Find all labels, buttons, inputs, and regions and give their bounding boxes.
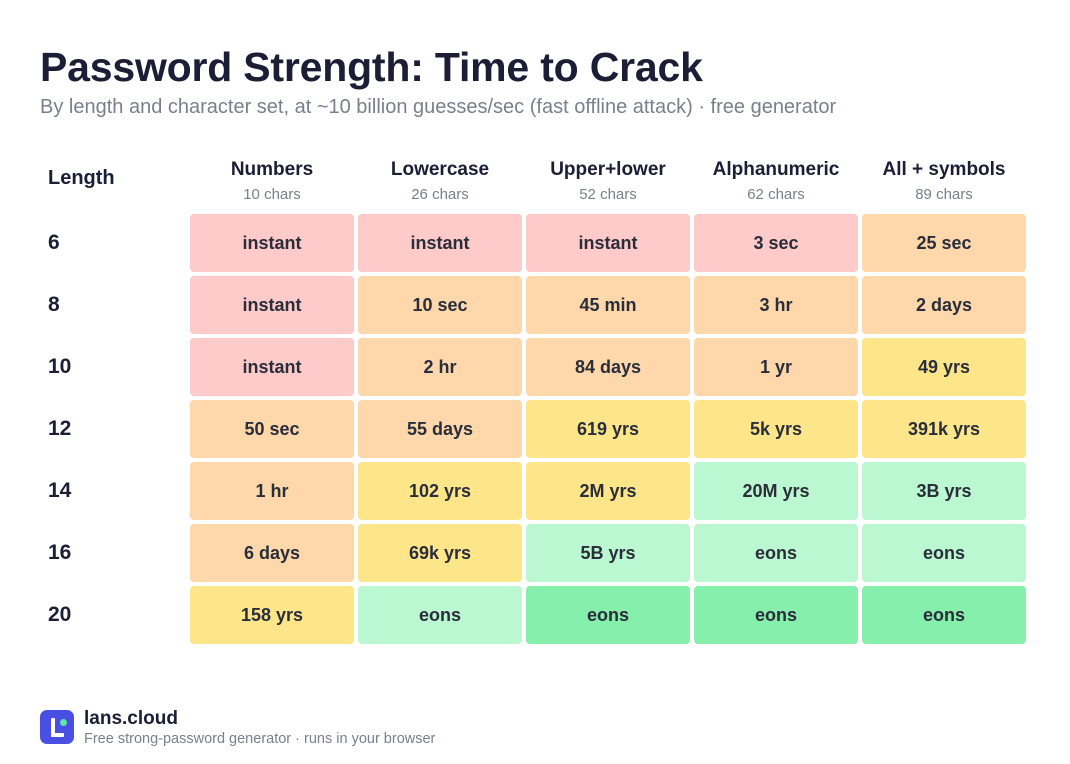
crack-time-cell: 1 hr <box>190 462 354 520</box>
crack-time-cell: 5B yrs <box>526 524 690 582</box>
crack-time-cell: instant <box>526 214 690 272</box>
footer-tagline: Free strong-password generator · runs in… <box>84 731 436 747</box>
column-name: Lowercase <box>390 159 490 180</box>
column-header: Lowercase 26 chars <box>358 158 522 206</box>
row-length-label: 14 <box>48 479 72 502</box>
column-header: Alphanumeric 62 chars <box>694 158 858 206</box>
column-charset-size: 89 chars <box>915 186 973 203</box>
column-name: Alphanumeric <box>712 159 840 180</box>
crack-time-cell: 50 sec <box>190 400 354 458</box>
column-name: Numbers <box>230 159 314 180</box>
crack-time-cell: eons <box>862 524 1026 582</box>
row-length-label: 12 <box>48 417 72 440</box>
crack-time-cell: instant <box>190 338 354 396</box>
row-length-label: 6 <box>48 231 60 254</box>
column-charset-size: 26 chars <box>411 186 469 203</box>
crack-time-cell: 158 yrs <box>190 586 354 644</box>
crack-time-cell: 391k yrs <box>862 400 1026 458</box>
row-length-label: 16 <box>48 541 72 564</box>
crack-time-cell: 45 min <box>526 276 690 334</box>
crack-time-cell: 3 sec <box>694 214 858 272</box>
row-header-label: Length <box>48 167 115 189</box>
row-length-label: 8 <box>48 293 60 316</box>
column-charset-size: 62 chars <box>747 186 805 203</box>
crack-time-cell: 2 days <box>862 276 1026 334</box>
crack-time-cell: 69k yrs <box>358 524 522 582</box>
crack-time-cell: 1 yr <box>694 338 858 396</box>
column-charset-size: 52 chars <box>579 186 637 203</box>
column-header: Upper+lower 52 chars <box>526 158 690 206</box>
crack-time-cell: 3B yrs <box>862 462 1026 520</box>
crack-time-cell: 3 hr <box>694 276 858 334</box>
crack-time-cell: instant <box>358 214 522 272</box>
crack-time-cell: eons <box>526 586 690 644</box>
crack-time-cell: eons <box>694 586 858 644</box>
crack-time-cell: 10 sec <box>358 276 522 334</box>
row-length-label: 20 <box>48 603 72 626</box>
crack-time-cell: 49 yrs <box>862 338 1026 396</box>
column-charset-size: 10 chars <box>243 186 301 203</box>
crack-time-cell: instant <box>190 276 354 334</box>
lans-logo-icon <box>40 710 74 744</box>
crack-time-cell: 619 yrs <box>526 400 690 458</box>
crack-time-cell: 20M yrs <box>694 462 858 520</box>
column-name: All + symbols <box>882 159 1006 180</box>
crack-time-cell: 25 sec <box>862 214 1026 272</box>
column-header: Numbers 10 chars <box>190 158 354 206</box>
crack-time-cell: eons <box>862 586 1026 644</box>
column-header: All + symbols 89 chars <box>862 158 1026 206</box>
crack-time-cell: 2 hr <box>358 338 522 396</box>
crack-time-cell: 5k yrs <box>694 400 858 458</box>
page-title: Password Strength: Time to Crack <box>40 44 703 90</box>
crack-time-cell: 6 days <box>190 524 354 582</box>
crack-time-cell: 102 yrs <box>358 462 522 520</box>
crack-time-cell: instant <box>190 214 354 272</box>
crack-time-cell: 2M yrs <box>526 462 690 520</box>
row-length-label: 10 <box>48 355 72 378</box>
column-name: Upper+lower <box>550 159 666 180</box>
page-subtitle: By length and character set, at ~10 bill… <box>40 96 837 118</box>
footer-brand: lans.cloud <box>84 708 178 729</box>
crack-time-cell: eons <box>694 524 858 582</box>
crack-time-cell: eons <box>358 586 522 644</box>
crack-time-cell: 84 days <box>526 338 690 396</box>
crack-time-cell: 55 days <box>358 400 522 458</box>
